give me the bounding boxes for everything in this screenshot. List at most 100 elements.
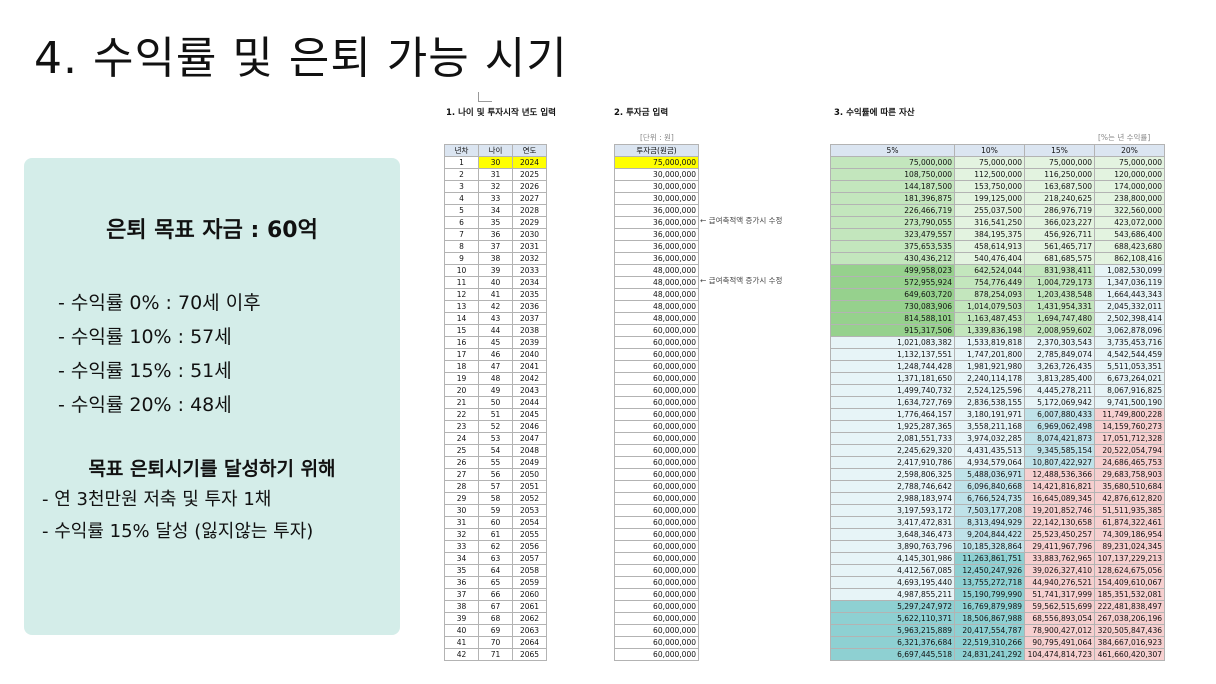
table-cell[interactable]: 2049: [512, 456, 547, 469]
asset-cell[interactable]: 59,562,515,699: [1024, 600, 1095, 613]
table-cell[interactable]: 2055: [512, 528, 547, 541]
investment-cell[interactable]: 60,000,000: [614, 564, 699, 577]
asset-cell[interactable]: 9,345,585,154: [1024, 444, 1095, 457]
asset-cell[interactable]: 9,741,500,190: [1094, 396, 1165, 409]
table-cell[interactable]: 2052: [512, 492, 547, 505]
asset-cell[interactable]: 6,321,376,684: [830, 636, 955, 649]
asset-cell[interactable]: 1,004,729,173: [1024, 276, 1095, 289]
asset-cell[interactable]: 4,693,195,440: [830, 576, 955, 589]
asset-cell[interactable]: 499,958,023: [830, 264, 955, 277]
table-cell[interactable]: 4: [444, 192, 479, 205]
asset-cell[interactable]: 199,125,000: [954, 192, 1025, 205]
asset-cell[interactable]: 2,045,332,011: [1094, 300, 1165, 313]
table-cell[interactable]: 7: [444, 228, 479, 241]
asset-cell[interactable]: 561,465,717: [1024, 240, 1095, 253]
asset-cell[interactable]: 44,940,276,521: [1024, 576, 1095, 589]
asset-cell[interactable]: 2,370,303,543: [1024, 336, 1095, 349]
investment-cell[interactable]: 60,000,000: [614, 468, 699, 481]
asset-cell[interactable]: 1,747,201,800: [954, 348, 1025, 361]
asset-cell[interactable]: 9,204,844,422: [954, 528, 1025, 541]
asset-cell[interactable]: 163,687,500: [1024, 180, 1095, 193]
table-cell[interactable]: 27: [444, 468, 479, 481]
asset-cell[interactable]: 10,185,328,864: [954, 540, 1025, 553]
investment-cell[interactable]: 60,000,000: [614, 624, 699, 637]
investment-cell[interactable]: 60,000,000: [614, 588, 699, 601]
table-cell[interactable]: 12: [444, 288, 479, 301]
table-cell[interactable]: 33: [478, 192, 513, 205]
table-cell[interactable]: 42: [444, 648, 479, 661]
table-cell[interactable]: 34: [444, 552, 479, 565]
table-cell[interactable]: 2058: [512, 564, 547, 577]
asset-cell[interactable]: 5,488,036,971: [954, 468, 1025, 481]
asset-cell[interactable]: 29,411,967,796: [1024, 540, 1095, 553]
table-cell[interactable]: 38: [444, 600, 479, 613]
asset-cell[interactable]: 1,132,137,551: [830, 348, 955, 361]
asset-cell[interactable]: 8,313,494,929: [954, 516, 1025, 529]
asset-cell[interactable]: 316,541,250: [954, 216, 1025, 229]
table-cell[interactable]: 15: [444, 324, 479, 337]
table-cell[interactable]: 43: [478, 312, 513, 325]
table-cell[interactable]: 35: [478, 216, 513, 229]
asset-cell[interactable]: 1,082,530,099: [1094, 264, 1165, 277]
table-cell[interactable]: 18: [444, 360, 479, 373]
asset-cell[interactable]: 814,588,101: [830, 312, 955, 325]
table-cell[interactable]: 33: [444, 540, 479, 553]
asset-cell[interactable]: 4,934,579,064: [954, 456, 1025, 469]
table-cell[interactable]: 2056: [512, 540, 547, 553]
table-cell[interactable]: 2054: [512, 516, 547, 529]
investment-cell[interactable]: 36,000,000: [614, 240, 699, 253]
asset-cell[interactable]: 185,351,532,081: [1094, 588, 1165, 601]
table-cell[interactable]: 45: [478, 336, 513, 349]
investment-cell[interactable]: 60,000,000: [614, 492, 699, 505]
investment-cell[interactable]: 60,000,000: [614, 336, 699, 349]
asset-cell[interactable]: 3,197,593,172: [830, 504, 955, 517]
asset-cell[interactable]: 2,240,114,178: [954, 372, 1025, 385]
asset-cell[interactable]: 226,466,719: [830, 204, 955, 217]
table-cell[interactable]: 8: [444, 240, 479, 253]
asset-cell[interactable]: 273,790,055: [830, 216, 955, 229]
asset-cell[interactable]: 5,963,215,889: [830, 624, 955, 637]
asset-cell[interactable]: 366,023,227: [1024, 216, 1095, 229]
asset-cell[interactable]: 6,673,264,021: [1094, 372, 1165, 385]
table-cell[interactable]: 19: [444, 372, 479, 385]
table-cell[interactable]: 2024: [512, 156, 547, 169]
table-cell[interactable]: 24: [444, 432, 479, 445]
asset-cell[interactable]: 3,263,726,435: [1024, 360, 1095, 373]
table-cell[interactable]: 2037: [512, 312, 547, 325]
asset-cell[interactable]: 75,000,000: [1024, 156, 1095, 169]
table-cell[interactable]: 71: [478, 648, 513, 661]
investment-cell[interactable]: 30,000,000: [614, 192, 699, 205]
table-cell[interactable]: 39: [478, 264, 513, 277]
table-cell[interactable]: 17: [444, 348, 479, 361]
asset-cell[interactable]: 222,481,838,497: [1094, 600, 1165, 613]
investment-cell[interactable]: 60,000,000: [614, 420, 699, 433]
table-cell[interactable]: 57: [478, 480, 513, 493]
asset-cell[interactable]: 11,263,861,751: [954, 552, 1025, 565]
asset-cell[interactable]: 1,981,921,980: [954, 360, 1025, 373]
investment-cell[interactable]: 60,000,000: [614, 540, 699, 553]
asset-cell[interactable]: 10,807,422,927: [1024, 456, 1095, 469]
table-cell[interactable]: 29: [444, 492, 479, 505]
table-cell[interactable]: 37: [444, 588, 479, 601]
asset-cell[interactable]: 6,697,445,518: [830, 648, 955, 661]
asset-cell[interactable]: 2,836,538,155: [954, 396, 1025, 409]
table-cell[interactable]: 25: [444, 444, 479, 457]
table-cell[interactable]: 2032: [512, 252, 547, 265]
table-cell[interactable]: 32: [444, 528, 479, 541]
asset-cell[interactable]: 75,000,000: [1094, 156, 1165, 169]
asset-cell[interactable]: 878,254,093: [954, 288, 1025, 301]
investment-cell[interactable]: 60,000,000: [614, 384, 699, 397]
asset-cell[interactable]: 6,766,524,735: [954, 492, 1025, 505]
asset-cell[interactable]: 3,974,032,285: [954, 432, 1025, 445]
asset-cell[interactable]: 19,201,852,746: [1024, 504, 1095, 517]
asset-cell[interactable]: 1,163,487,453: [954, 312, 1025, 325]
table-cell[interactable]: 2025: [512, 168, 547, 181]
asset-cell[interactable]: 13,755,272,718: [954, 576, 1025, 589]
asset-cell[interactable]: 22,519,310,266: [954, 636, 1025, 649]
asset-cell[interactable]: 144,187,500: [830, 180, 955, 193]
investment-cell[interactable]: 48,000,000: [614, 276, 699, 289]
table-cell[interactable]: 16: [444, 336, 479, 349]
asset-cell[interactable]: 384,667,016,923: [1094, 636, 1165, 649]
asset-cell[interactable]: 3,417,472,831: [830, 516, 955, 529]
asset-cell[interactable]: 2,417,910,786: [830, 456, 955, 469]
